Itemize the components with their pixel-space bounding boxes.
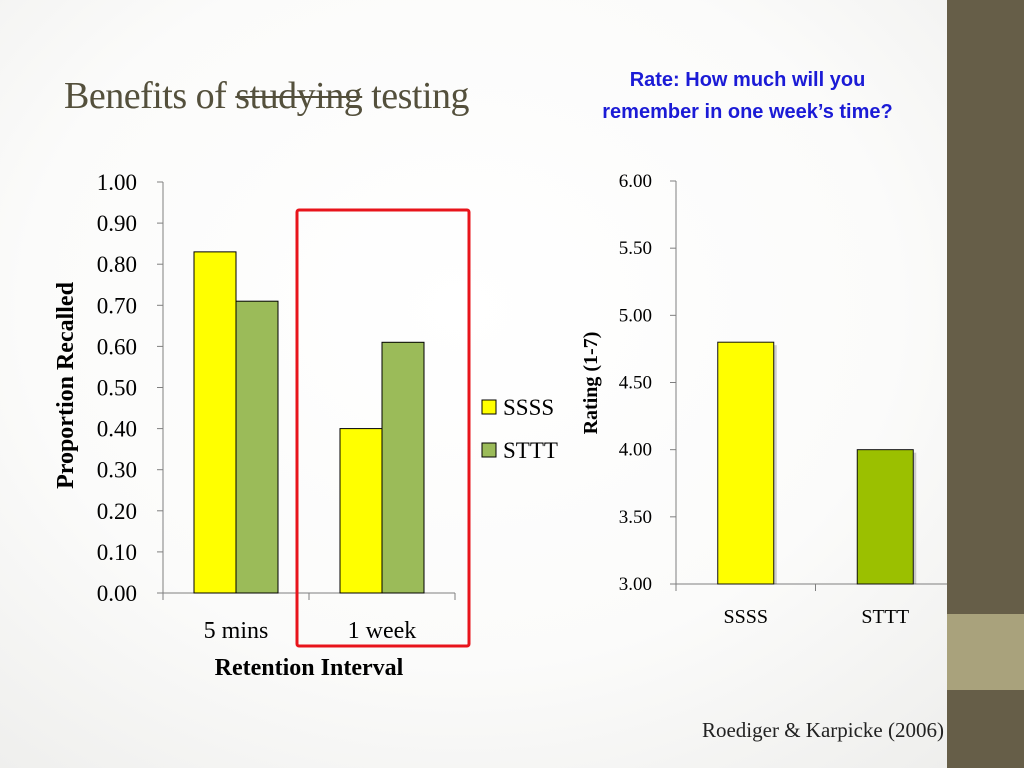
y-tick-label: 3.00 — [619, 574, 652, 595]
bar-sttt-0 — [235, 300, 279, 594]
title-struck-word: studying — [235, 75, 363, 117]
x-category-label: 5 mins — [204, 618, 269, 644]
x-category-label: SSSS — [724, 606, 769, 628]
rating-question: Rate: How much will you remember in one … — [602, 69, 893, 123]
legend-swatch-ssss — [481, 399, 497, 415]
y-tick-label: 0.50 — [97, 376, 137, 401]
bar-ssss-1 — [339, 428, 383, 594]
y-tick-label: 0.00 — [97, 581, 137, 606]
title-before: Benefits of — [64, 75, 236, 117]
x-category-label: STTT — [861, 606, 909, 628]
y-tick-label: 0.40 — [97, 417, 137, 442]
highlight-box — [295, 208, 471, 648]
citation: Roediger & Karpicke (2006) — [701, 718, 944, 742]
y-tick-label: 0.60 — [97, 334, 137, 359]
slide-title: Benefits of studying testing — [64, 74, 470, 118]
legend-label-ssss: SSSS — [503, 395, 554, 420]
bar-ssss — [717, 341, 775, 585]
y-tick-label: 0.10 — [97, 540, 137, 565]
legend-label-sttt: STTT — [503, 438, 558, 463]
bar-sttt-1 — [381, 341, 425, 594]
y-tick-label: 5.00 — [619, 305, 652, 326]
y-tick-label: 3.50 — [619, 507, 652, 528]
bar-sttt — [856, 449, 914, 585]
y-tick-label: 0.30 — [97, 458, 137, 483]
y-axis-title: Proportion Recalled — [53, 281, 79, 489]
y-tick-label: 0.70 — [97, 293, 137, 318]
y-tick-label: 5.50 — [619, 238, 652, 259]
y-tick-label: 4.00 — [619, 440, 652, 461]
sidebar-accent-decoration — [947, 614, 1024, 690]
x-axis-title: Retention Interval — [215, 655, 404, 681]
y-tick-label: 4.50 — [619, 373, 652, 394]
y-tick-label: 0.20 — [97, 499, 137, 524]
legend-swatch-sttt — [481, 442, 497, 458]
y-tick-label: 0.80 — [97, 252, 137, 277]
x-category-label: 1 week — [348, 618, 417, 644]
y-tick-label: 0.90 — [97, 211, 137, 236]
y-axis-title: Rating (1-7) — [580, 332, 602, 435]
title-after: testing — [362, 75, 470, 117]
y-tick-label: 1.00 — [97, 170, 137, 195]
y-tick-label: 6.00 — [619, 171, 652, 192]
